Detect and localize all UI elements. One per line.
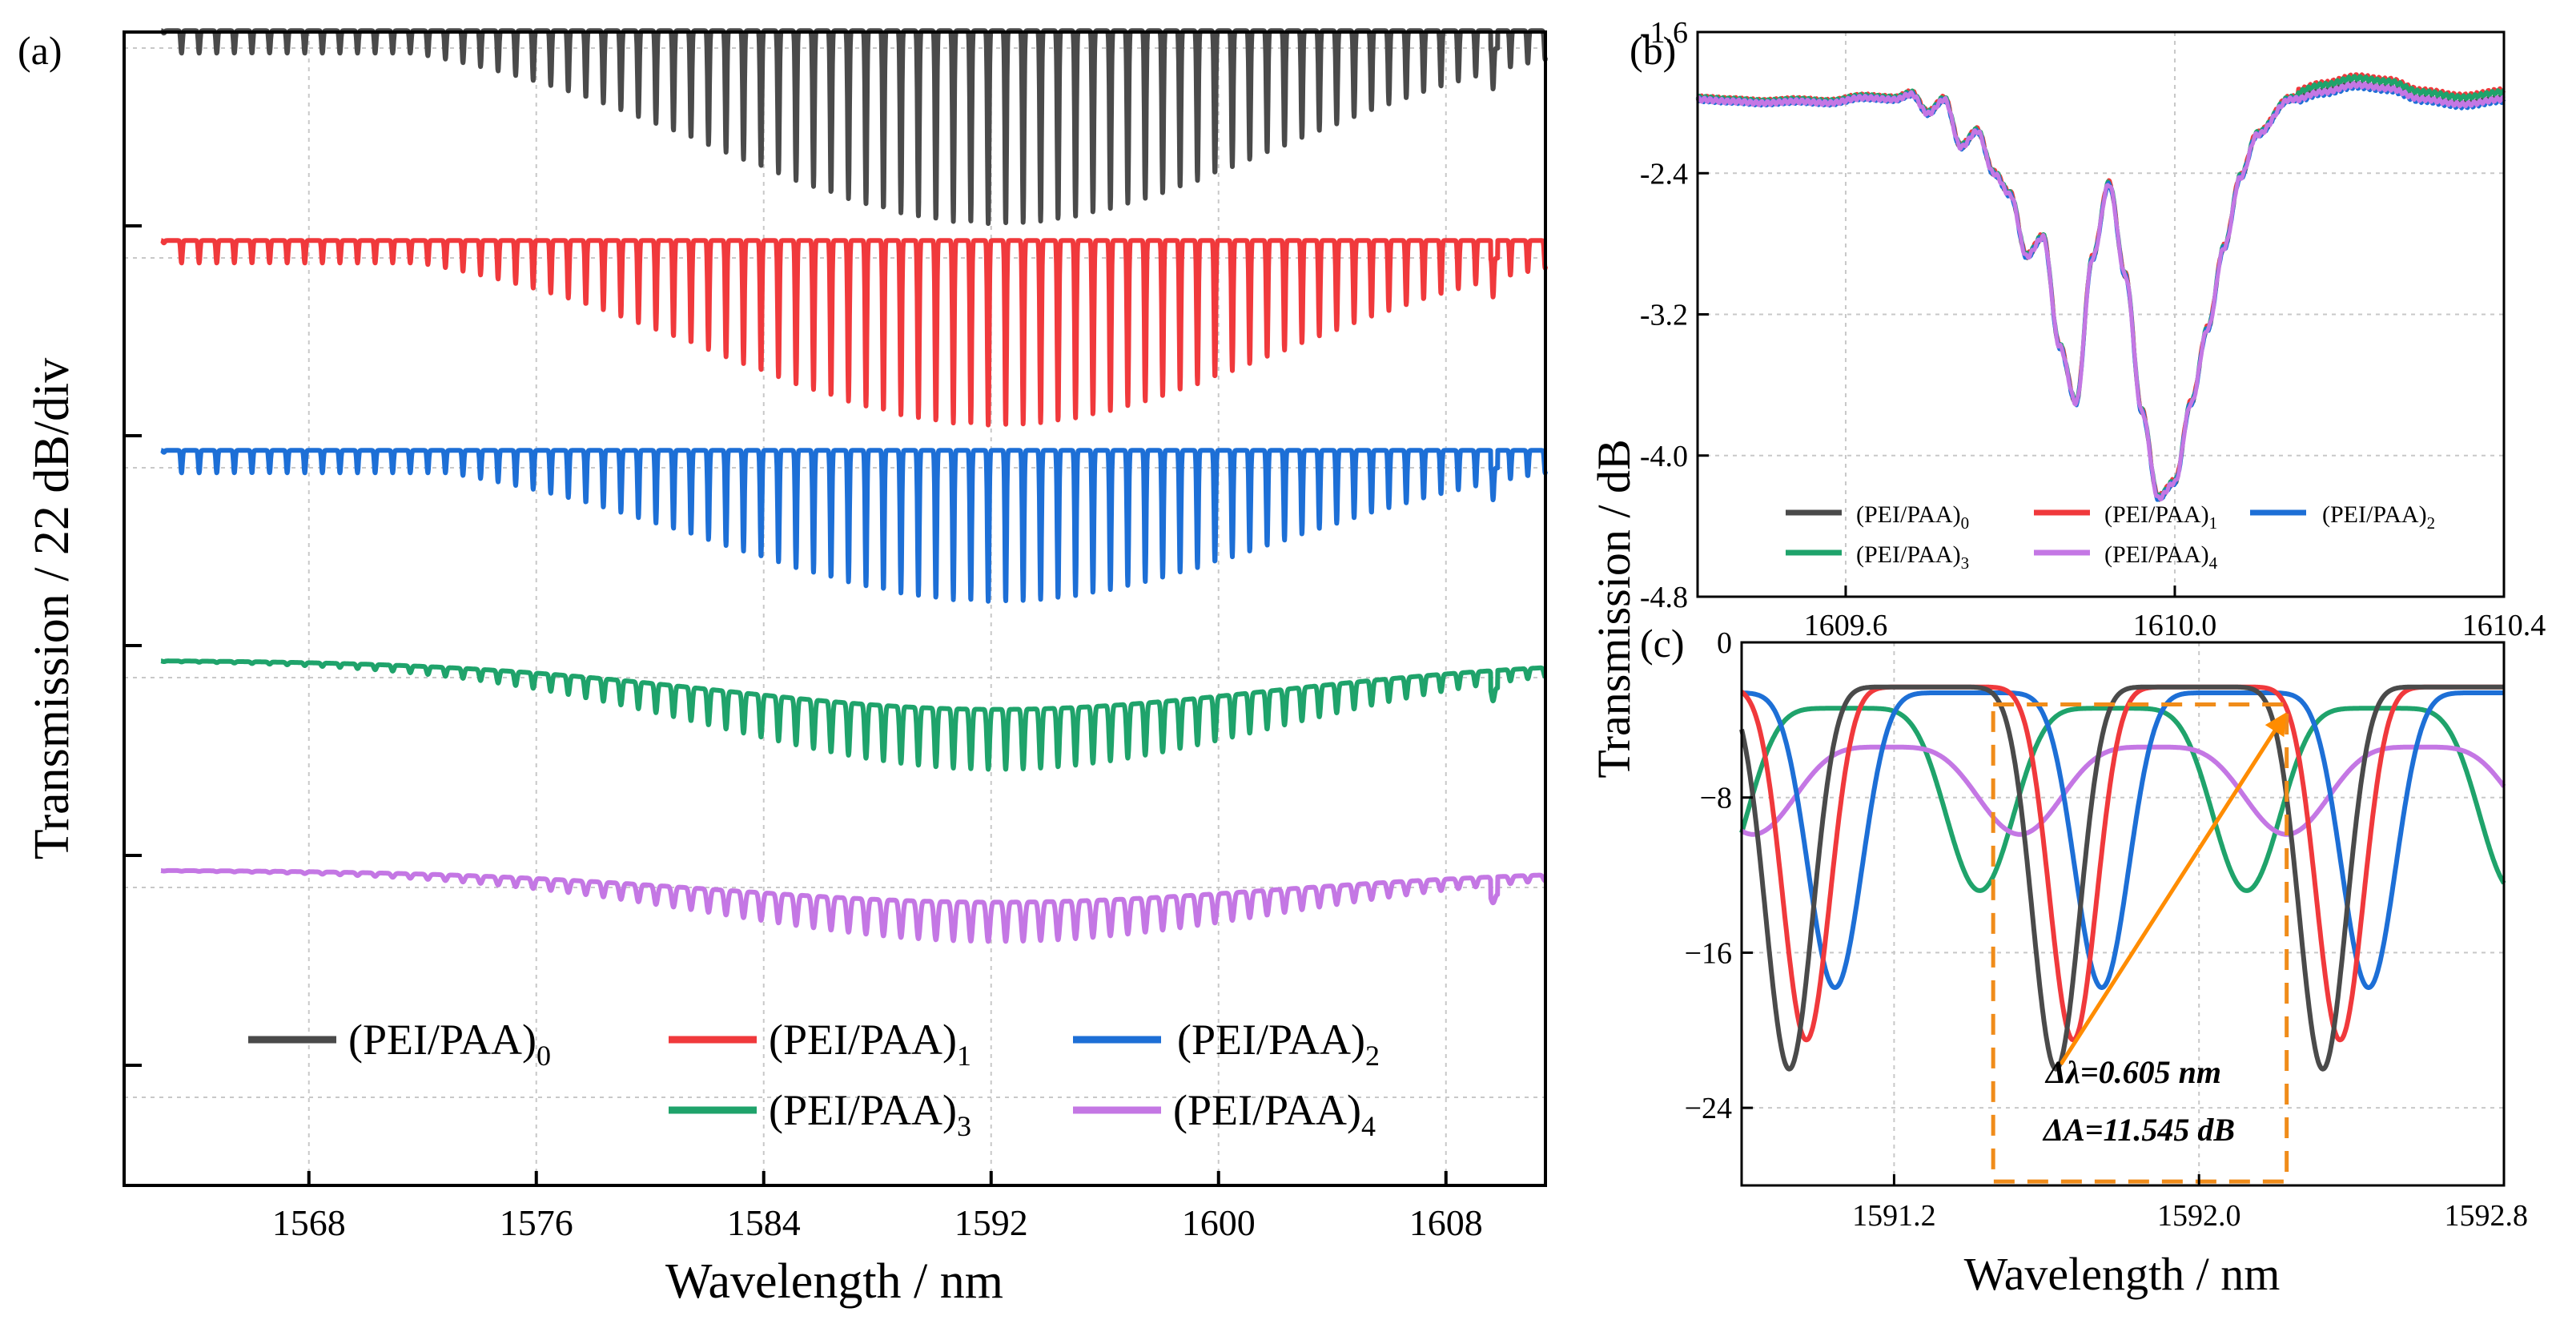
delta-lambda-label: Δλ=0.605 nm — [2044, 1054, 2221, 1090]
panel-a-legend: (PEI/PAA)0 (PEI/PAA)1 (PEI/PAA)2 (PEI/PA… — [248, 1016, 1380, 1142]
panel-a-xlabel: Wavelength / nm — [665, 1254, 1003, 1309]
tick-label-b-y-2: -3.2 — [1640, 299, 1688, 332]
panel-a-ylabel: Transmission / 22 dB/div — [25, 358, 79, 859]
series-a-2 — [159, 448, 1548, 604]
panel-b-xticks: 1609.6 1610.0 1610.4 — [1804, 586, 2546, 642]
panel-a-grid — [124, 32, 1545, 1185]
panel-c-xlabel: Wavelength / nm — [1964, 1248, 2281, 1300]
delta-a-label: ΔA=11.545 dB — [2042, 1112, 2235, 1148]
panel-b-legend: (PEI/PAA)0 (PEI/PAA)1 (PEI/PAA)2 (PEI/PA… — [1786, 501, 2435, 573]
panel-a: (a) 1568 1576 1584 1592 1600 1608 Wavelength … — [18, 28, 1548, 1309]
series-a-4 — [159, 867, 1548, 944]
legend-a-item-0: (PEI/PAA)0 — [248, 1016, 551, 1072]
series-b-0 — [1695, 78, 2506, 502]
legend-b-item-3: (PEI/PAA)3 — [1786, 541, 1969, 573]
legend-b-item-4: (PEI/PAA)4 — [2034, 541, 2218, 573]
annotation-arrowhead — [2265, 712, 2287, 738]
series-b-2 — [1696, 82, 2506, 502]
tick-label-b-y-4: -4.8 — [1640, 581, 1688, 614]
tick-label-a-3: 1592 — [954, 1202, 1028, 1243]
legend-a-item-3: (PEI/PAA)3 — [669, 1086, 971, 1142]
series-c-1 — [1740, 684, 2506, 1043]
series-b-4 — [1696, 81, 2506, 501]
tick-label-a-1: 1576 — [500, 1202, 573, 1243]
tick-label-b-x-1: 1610.0 — [2133, 609, 2217, 642]
tick-label-c-x-0: 1591.2 — [1852, 1199, 1936, 1233]
tick-label-b-x-0: 1609.6 — [1804, 609, 1888, 642]
legend-b-text-4: (PEI/PAA)4 — [2104, 541, 2218, 573]
panel-b: (b) 1609.6 1610.0 1610.4 -1.6-2.4-3.2-4.0-… — [1630, 16, 2546, 642]
panel-b-lines — [1695, 72, 2506, 502]
panel-b-yticks: -1.6 -2.4 -3.2 -4.0 -4.8 — [1640, 16, 1709, 614]
panel-a-label: (a) — [18, 28, 62, 73]
tick-label-a-5: 1608 — [1409, 1202, 1483, 1243]
series-a-0 — [159, 28, 1548, 227]
series-c-0 — [1739, 684, 2506, 1072]
panel-c: (c) Δλ=0.605 nm ΔA=11.545 dB 1591.2 1592.… — [1640, 621, 2528, 1300]
panel-c-lines — [1739, 684, 2506, 1072]
legend-b-text-1: (PEI/PAA)1 — [2104, 501, 2217, 533]
panel-a-ticks: 1568 1576 1584 1592 1600 1608 — [272, 1171, 1483, 1243]
tick-label-a-2: 1584 — [727, 1202, 801, 1243]
legend-a-text-3: (PEI/PAA)3 — [769, 1086, 971, 1142]
legend-a-text-4: (PEI/PAA)4 — [1173, 1086, 1376, 1142]
panel-b-label: (b) — [1630, 28, 1676, 73]
annotation-box — [1991, 702, 2289, 1184]
tick-label-b-y-0: -1.6 — [1640, 16, 1688, 50]
legend-b-text-0: (PEI/PAA)0 — [1856, 501, 1969, 533]
legend-a-item-4: (PEI/PAA)4 — [1073, 1086, 1376, 1142]
panel-a-lines — [159, 28, 1548, 944]
tick-label-c-x-1: 1592.0 — [2157, 1199, 2241, 1233]
annotation-arrow — [2059, 730, 2277, 1066]
series-a-1 — [159, 238, 1548, 428]
panel-c-yticks: 0 −8 −16 −24 — [1685, 626, 1753, 1125]
tick-label-a-0: 1568 — [272, 1202, 346, 1243]
tick-label-c-y-2: −16 — [1685, 936, 1732, 970]
legend-a-text-1: (PEI/PAA)1 — [769, 1016, 971, 1072]
legend-a-item-1: (PEI/PAA)1 — [669, 1016, 971, 1072]
legend-a-item-2: (PEI/PAA)2 — [1073, 1016, 1380, 1072]
series-c-2 — [1740, 690, 2506, 990]
legend-a-text-2: (PEI/PAA)2 — [1177, 1016, 1380, 1072]
tick-label-b-y-3: -4.0 — [1640, 440, 1688, 473]
series-b-3 — [1695, 74, 2506, 499]
tick-label-c-x-2: 1592.8 — [2445, 1199, 2529, 1233]
tick-label-c-y-3: −24 — [1685, 1092, 1732, 1125]
panel-c-xticks: 1591.2 1592.0 1592.8 — [1852, 1174, 2528, 1233]
legend-b-text-2: (PEI/PAA)2 — [2322, 501, 2435, 533]
tick-label-c-y-0: 0 — [1717, 626, 1732, 660]
legend-b-item-0: (PEI/PAA)0 — [1786, 501, 1969, 533]
tick-label-a-4: 1600 — [1182, 1202, 1256, 1243]
panel-c-label: (c) — [1640, 621, 1685, 666]
series-b-1 — [1696, 72, 2506, 501]
legend-a-text-0: (PEI/PAA)0 — [348, 1016, 551, 1072]
panel-a-yticks — [124, 224, 142, 1067]
tick-label-b-x-2: 1610.4 — [2462, 609, 2546, 642]
panel-c-frame — [1740, 641, 2506, 1187]
tick-label-c-y-1: −8 — [1700, 782, 1732, 815]
panel-bc-ylabel: Transmission / dB — [1588, 439, 1640, 778]
legend-b-text-3: (PEI/PAA)3 — [1856, 541, 1969, 573]
legend-b-item-1: (PEI/PAA)1 — [2034, 501, 2217, 533]
panel-c-annotation: Δλ=0.605 nm ΔA=11.545 dB — [1991, 702, 2289, 1184]
series-c-4 — [1740, 744, 2506, 837]
tick-label-b-y-1: -2.4 — [1640, 157, 1688, 191]
legend-b-item-2: (PEI/PAA)2 — [2250, 501, 2435, 533]
panel-a-frame — [123, 30, 1547, 1187]
series-c-3 — [1739, 706, 2506, 893]
series-a-3 — [159, 658, 1548, 772]
